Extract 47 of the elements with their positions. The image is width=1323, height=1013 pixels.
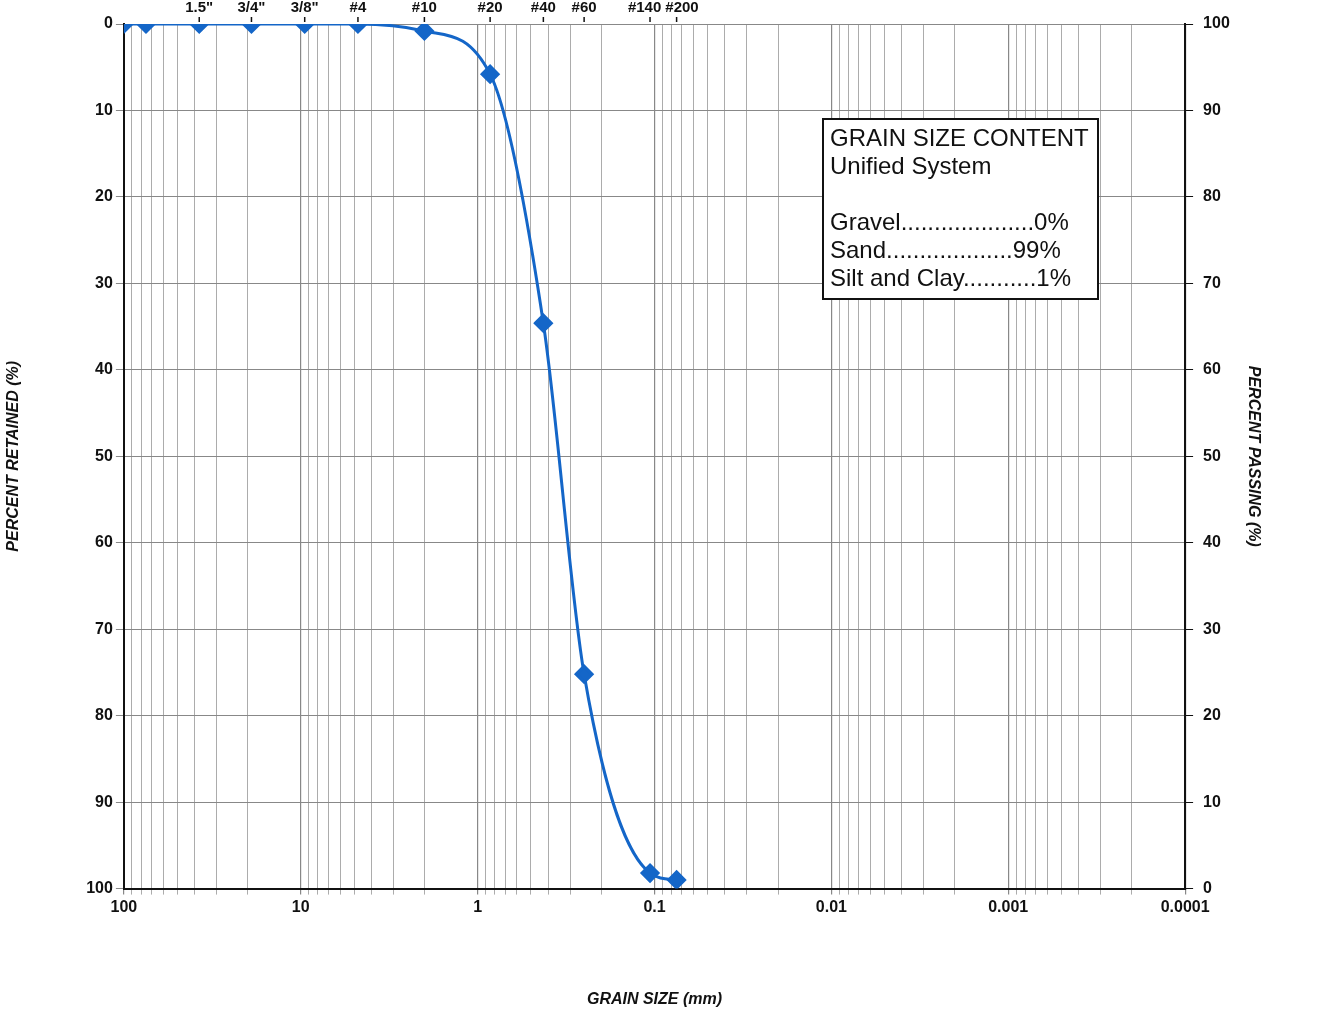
annotation: 3/8": [290, 0, 319, 15]
y2-tick-label: 100: [1203, 14, 1230, 32]
x-tick-label: 1: [473, 897, 483, 915]
y-tick-label: 20: [95, 187, 113, 205]
y-tick-label: 50: [95, 446, 113, 464]
annotation: 3/4": [237, 0, 266, 15]
annotation: 1.5": [185, 0, 214, 15]
x-tick-label: 0.1: [643, 897, 666, 915]
y-tick-label: 90: [95, 792, 113, 810]
y-tick-label: 60: [95, 533, 113, 551]
x-tick-label: 0.001: [988, 897, 1029, 915]
y2-axis-title: PERCENT PASSING (%): [1245, 365, 1263, 547]
y-tick-label: 30: [95, 273, 113, 291]
y2-tick-label: 10: [1203, 792, 1221, 810]
annotation: #40: [530, 0, 556, 15]
annotation: #4: [349, 0, 367, 15]
annotation: #20: [477, 0, 503, 15]
y2-tick-label: 90: [1203, 100, 1221, 118]
y2-tick-label: 50: [1203, 446, 1221, 464]
annotation: #140: [627, 0, 662, 15]
y2-tick-label: 0: [1203, 879, 1213, 897]
y-tick-label: 80: [95, 706, 113, 724]
annotation: #10: [411, 0, 437, 15]
y2-tick-label: 20: [1203, 706, 1221, 724]
y2-tick-label: 80: [1203, 187, 1221, 205]
y-tick-label: 10: [95, 100, 113, 118]
annotation: Sand...................99%: [830, 236, 1062, 264]
y-tick-label: 100: [86, 879, 113, 897]
y-tick-label: 0: [103, 14, 113, 32]
y2-tick-label: 30: [1203, 619, 1221, 637]
y2-tick-label: 40: [1203, 533, 1221, 551]
y-tick-label: 70: [95, 619, 113, 637]
annotation: Gravel....................0%: [830, 208, 1070, 236]
x-axis-title: GRAIN SIZE (mm): [586, 989, 723, 1007]
y-axis-title: PERCENT RETAINED (%): [4, 360, 22, 552]
x-tick-label: 10: [291, 897, 310, 915]
y2-tick-label: 60: [1203, 360, 1221, 378]
annotation: #200: [665, 0, 699, 15]
annotation: Silt and Clay...........1%: [830, 264, 1072, 292]
annotation: Unified System: [830, 152, 993, 180]
annotation: #60: [571, 0, 597, 15]
x-tick-label: 0.0001: [1160, 897, 1210, 915]
y-tick-label: 40: [95, 360, 113, 378]
y2-tick-label: 70: [1203, 273, 1221, 291]
x-tick-label: 0.01: [815, 897, 848, 915]
x-tick-label: 100: [110, 897, 138, 915]
annotation: GRAIN SIZE CONTENT: [830, 124, 1089, 152]
